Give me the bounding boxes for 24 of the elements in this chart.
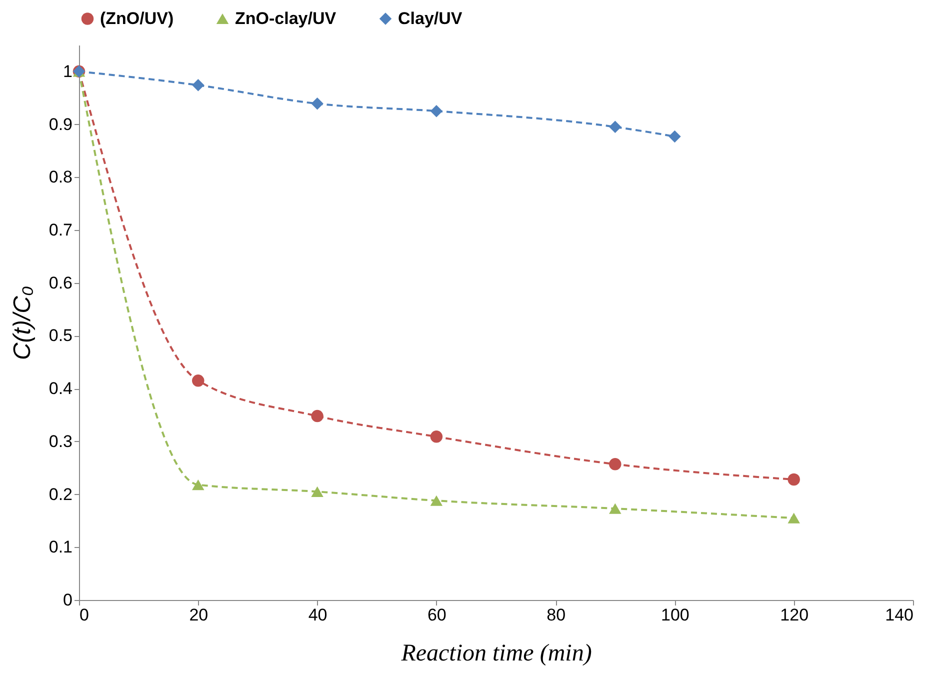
- y-tick-label: 0.4: [48, 379, 72, 398]
- y-tick-label: 1: [63, 62, 72, 81]
- y-axis-title: C(t)/C₀: [8, 286, 36, 360]
- x-axis-title: Reaction time (min): [400, 640, 592, 666]
- x-tick-label: 120: [780, 606, 809, 624]
- y-tick-label: 0.9: [48, 114, 72, 134]
- x-tick-label: 40: [308, 606, 328, 624]
- y-tick-label: 0.6: [48, 273, 72, 292]
- y-tick-label: 0.2: [48, 484, 72, 504]
- y-tick-label: 0.1: [48, 538, 72, 557]
- legend-label: (ZnO/UV): [100, 8, 174, 28]
- x-tick-label: 140: [885, 606, 914, 624]
- y-tick-label: 0.5: [48, 326, 72, 346]
- y-tick-label: 0.7: [48, 220, 72, 240]
- x-tick-label: 60: [427, 606, 446, 624]
- x-tick-label: 0: [80, 606, 89, 624]
- x-tick-label: 80: [546, 606, 566, 624]
- x-tick-label: 100: [661, 606, 690, 624]
- x-tick-label: 20: [189, 606, 208, 624]
- legend-label: ZnO-clay/UV: [235, 8, 337, 28]
- y-tick-label: 0.8: [48, 168, 72, 187]
- y-tick-label: 0: [63, 590, 72, 610]
- legend-label: Clay/UV: [398, 8, 463, 28]
- y-tick-label: 0.3: [48, 432, 72, 451]
